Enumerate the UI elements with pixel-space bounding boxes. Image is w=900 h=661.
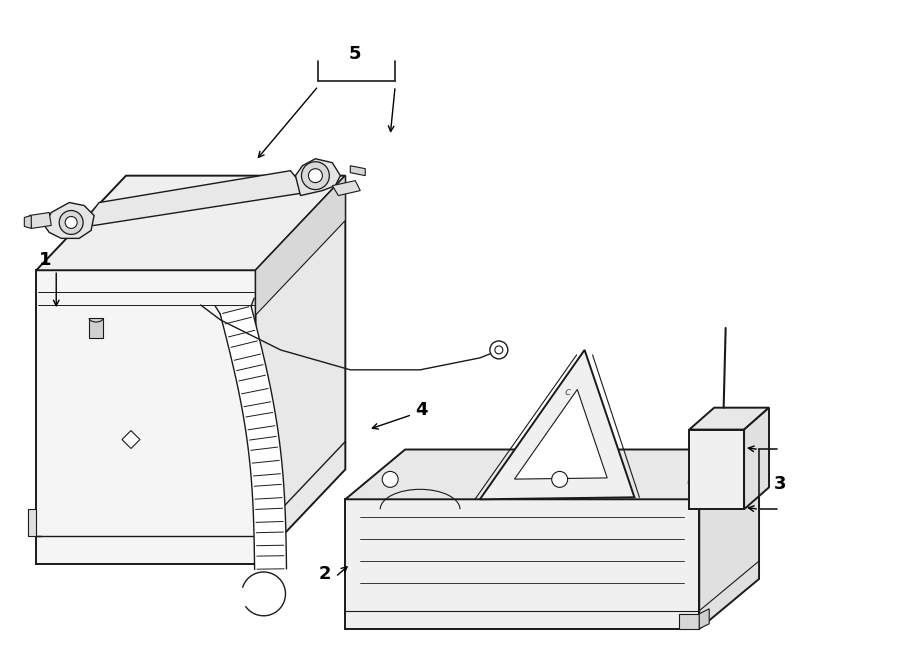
Polygon shape [256,176,346,564]
Text: c: c [564,387,571,397]
Polygon shape [122,430,140,449]
Circle shape [302,162,329,190]
Circle shape [382,471,398,487]
Circle shape [688,475,702,489]
Polygon shape [24,215,32,229]
Circle shape [309,169,322,182]
Text: 5: 5 [348,45,361,63]
Circle shape [552,471,568,487]
Polygon shape [36,176,346,270]
Polygon shape [28,509,36,536]
Polygon shape [256,176,346,315]
Circle shape [65,217,77,229]
Polygon shape [30,212,51,229]
Polygon shape [680,614,699,629]
Circle shape [490,341,508,359]
Polygon shape [699,449,759,629]
Circle shape [59,210,83,235]
Text: 2: 2 [319,565,331,583]
Text: 1: 1 [40,251,52,269]
Polygon shape [220,306,286,569]
Polygon shape [689,408,769,430]
Polygon shape [346,499,699,629]
Circle shape [495,346,503,354]
Text: 4: 4 [415,401,428,418]
Polygon shape [36,270,256,564]
Polygon shape [89,318,104,338]
Polygon shape [44,202,94,239]
Polygon shape [480,350,634,499]
Text: 3: 3 [774,475,787,493]
Polygon shape [350,166,365,176]
Polygon shape [699,609,709,629]
Polygon shape [87,171,305,225]
Polygon shape [744,408,769,509]
Polygon shape [515,389,608,479]
Polygon shape [332,180,360,196]
Polygon shape [346,449,759,499]
Polygon shape [295,159,340,196]
Polygon shape [689,430,744,509]
